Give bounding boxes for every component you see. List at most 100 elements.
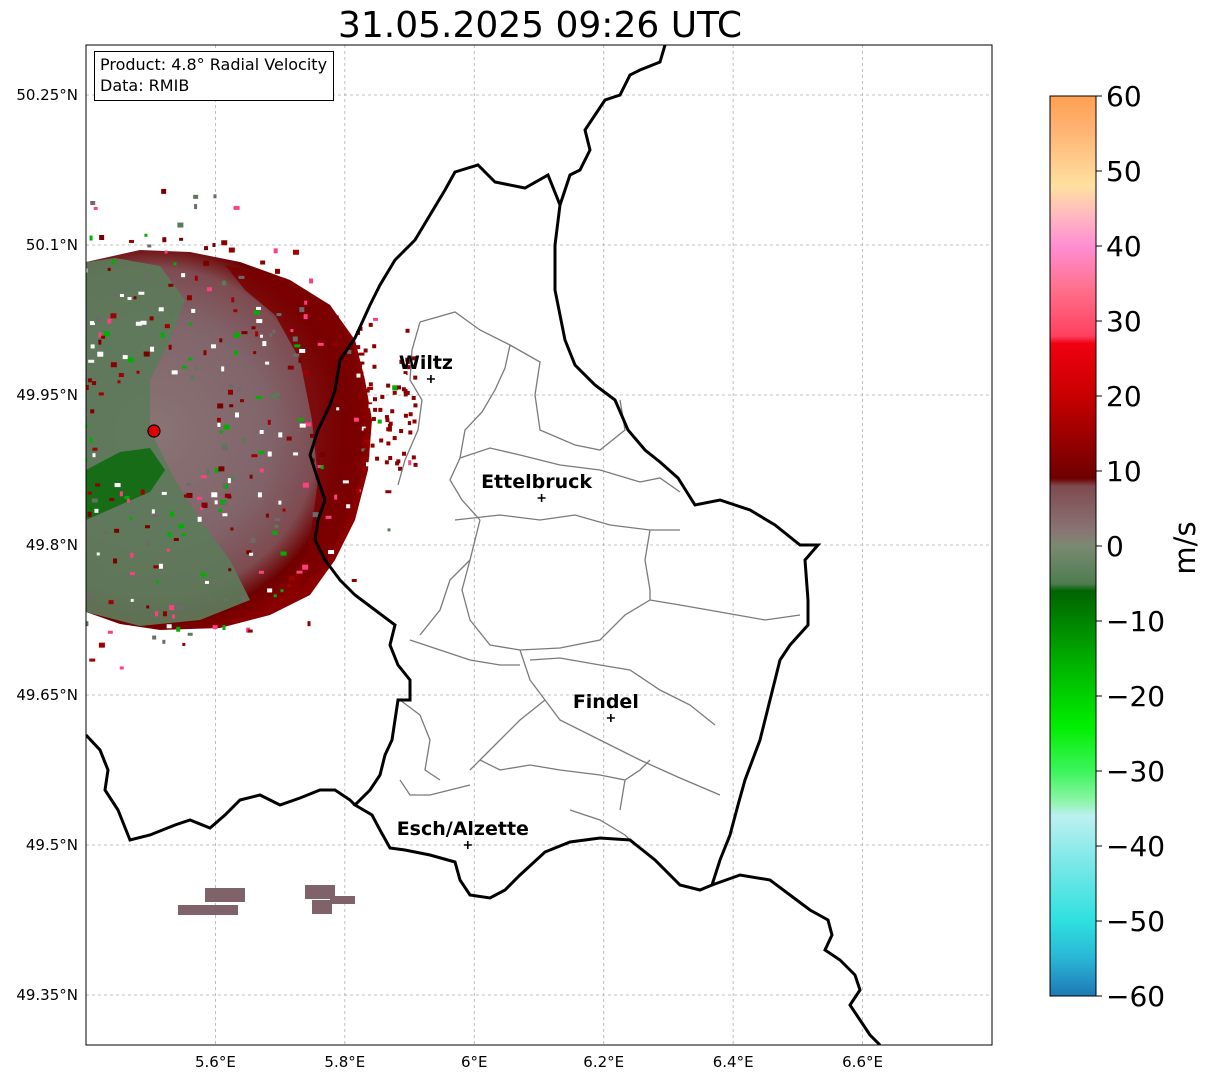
french-border: [86, 733, 357, 842]
echo-speckle: [228, 568, 232, 572]
echo-speckle: [255, 396, 262, 400]
echo-speckle: [77, 453, 80, 456]
echo-speckle: [79, 287, 82, 290]
echo-speckle: [43, 635, 46, 639]
echo-speckle: [213, 194, 217, 199]
echo-speckle: [256, 306, 262, 310]
echo-speckle: [206, 598, 210, 602]
lon-tick-label: 6.2°E: [583, 1053, 624, 1071]
echo-speckle: [155, 611, 159, 617]
echo-speckle: [37, 501, 40, 504]
echo-speckle: [229, 384, 234, 388]
canton-boundaries: [397, 311, 801, 841]
echo-speckle: [72, 497, 77, 500]
echo-speckle: [278, 500, 282, 505]
echo-speckle: [169, 605, 175, 611]
city-label: Esch/Alzette: [397, 818, 529, 840]
echo-speckle: [194, 204, 198, 210]
echo-speckle: [158, 307, 164, 312]
lon-tick-label: 6.4°E: [713, 1053, 754, 1071]
echo-speckles: [2, 188, 418, 915]
city-label: Findel: [573, 691, 639, 713]
echo-speckle: [143, 351, 150, 357]
echo-speckle: [241, 595, 246, 601]
echo-speckle: [99, 235, 105, 241]
echo-speckle: [168, 344, 172, 350]
echo-speckle: [317, 342, 324, 346]
echo-speckle: [98, 339, 102, 345]
radar-site-marker: [147, 424, 161, 438]
echo-speckle: [151, 509, 155, 515]
product-label: Product: 4.8° Radial Velocity: [100, 55, 328, 74]
german-border: [558, 45, 667, 206]
echo-speckle: [107, 630, 113, 634]
echo-speckle: [153, 565, 159, 569]
axis-ticks: 50.25°N 50.1°N 49.95°N 49.8°N 49.65°N 49.5°N 4…: [16, 86, 883, 1071]
echo-speckle: [146, 273, 152, 278]
echo-speckle: [384, 460, 389, 465]
echo-speckle: [2, 443, 5, 447]
echo-speckle: [361, 415, 368, 421]
echo-speckle: [385, 490, 392, 494]
echo-speckle: [98, 392, 104, 396]
echo-speckle: [219, 338, 223, 343]
product-info-box: Product: 4.8° Radial Velocity Data: RMIB: [94, 51, 335, 101]
echo-speckle: [392, 390, 397, 395]
echo-speckle: [2, 248, 5, 252]
echo-speckle: [386, 427, 391, 432]
echo-speckle: [152, 635, 157, 640]
echo-speckle: [413, 375, 418, 380]
lat-tick-label: 49.5°N: [26, 836, 78, 854]
echo-speckle: [187, 632, 193, 636]
echo-speckle: [233, 350, 238, 355]
echo-speckle: [227, 389, 233, 395]
echo-speckle: [69, 500, 73, 505]
echo-speckle: [195, 367, 199, 371]
echo-speckle: [399, 429, 404, 434]
echo-speckle: [35, 366, 41, 369]
echo-speckle: [46, 223, 49, 228]
echo-speckle: [356, 373, 361, 378]
echo-speckle: [107, 267, 111, 271]
echo-speckle: [138, 291, 145, 295]
echo-speckle: [93, 206, 98, 210]
echo-speckle: [144, 525, 150, 529]
echo-speckle: [273, 594, 277, 598]
echo-speckle: [346, 504, 351, 509]
echo-speckle: [273, 248, 278, 254]
echo-speckle: [307, 621, 311, 627]
echo-speckle: [169, 511, 174, 517]
echo-speckle: [146, 605, 150, 609]
echo-speckle: [88, 359, 95, 363]
echo-speckle: [398, 466, 403, 471]
echo-speckle: [233, 209, 238, 215]
lat-tick-label: 50.1°N: [26, 236, 78, 254]
echo-speckle: [155, 580, 159, 584]
city-findel: Findel: [573, 691, 639, 722]
echo-speckle: [177, 222, 184, 228]
echo-speckle: [18, 281, 21, 286]
lat-tick-label: 50.25°N: [16, 86, 78, 104]
echo-speckle: [221, 366, 225, 372]
city-wiltz: Wiltz: [399, 352, 453, 383]
echo-speckle: [68, 446, 71, 451]
echo-speckle: [290, 329, 294, 333]
echo-speckle: [117, 380, 121, 384]
echo-clutter-patch: [178, 905, 238, 915]
echo-speckle: [212, 625, 218, 630]
echo-clutter-patch: [205, 888, 245, 902]
echo-speckle: [265, 513, 269, 518]
echo-speckle: [171, 370, 178, 375]
echo-speckle: [190, 375, 195, 380]
echo-speckle: [319, 451, 326, 457]
luxembourg-border: [308, 163, 822, 900]
echo-speckle: [113, 293, 119, 297]
echo-speckle: [292, 249, 299, 255]
echo-speckle: [104, 573, 109, 577]
city-marker-icon: [426, 375, 435, 383]
echo-speckle: [382, 407, 387, 412]
echo-speckle: [334, 494, 338, 500]
echo-speckle: [373, 407, 378, 412]
echo-speckle: [282, 508, 286, 512]
echo-speckle: [110, 362, 117, 368]
